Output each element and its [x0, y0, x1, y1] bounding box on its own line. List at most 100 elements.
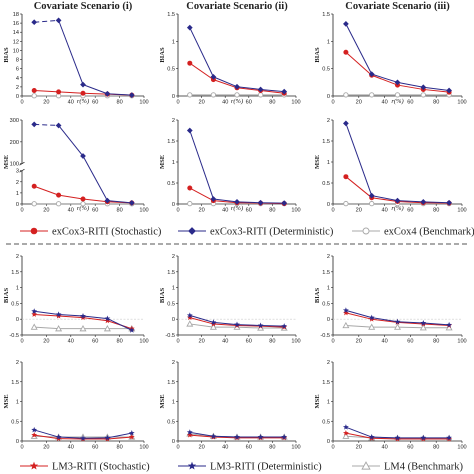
data-point-benchmark	[187, 92, 193, 98]
x-tick-label: 40	[381, 100, 387, 106]
data-point-stochastic	[56, 192, 62, 198]
y-tick-label: 0	[172, 317, 175, 323]
y-tick-label: 0	[172, 94, 175, 100]
y-axis-label: BIAS	[159, 288, 166, 304]
y-tick-label: 1	[327, 286, 330, 292]
series-line-stochastic	[34, 90, 59, 93]
legend-top-marker-2	[188, 227, 196, 235]
y-tick-label: 0	[16, 202, 19, 208]
series-line-stochastic	[189, 187, 214, 202]
data-point-benchmark	[187, 200, 193, 207]
data-point-deterministic	[31, 426, 38, 433]
data-point-deterministic	[186, 24, 193, 31]
data-point-deterministic	[186, 312, 193, 318]
data-point-deterministic	[343, 20, 349, 27]
series-line-deterministic	[371, 73, 398, 83]
y-tick-label: 2	[16, 360, 19, 366]
y-tick-label: 2	[327, 254, 330, 260]
series-line-stochastic	[371, 197, 398, 202]
y-tick-label: 1	[16, 286, 19, 292]
data-point-stochastic	[210, 320, 217, 327]
y-tick-label: 16	[13, 21, 19, 27]
series-line-stochastic	[236, 325, 261, 327]
x-tick-label: 100	[457, 208, 466, 214]
data-point-stochastic	[186, 314, 193, 321]
data-point-stochastic	[343, 49, 349, 55]
y-tick-label: 1	[172, 39, 175, 45]
y-tick-label: 1.5	[322, 139, 330, 145]
x-tick-label: 40	[68, 339, 74, 345]
data-point-benchmark	[31, 93, 37, 99]
data-point-deterministic	[257, 199, 264, 206]
y-tick-label: 100	[10, 162, 19, 168]
x-tick-label: 60	[246, 339, 252, 345]
data-point-deterministic	[368, 314, 375, 321]
x-tick-label: 40	[222, 445, 228, 451]
series-line-stochastic	[34, 434, 59, 440]
data-point-deterministic	[31, 121, 38, 128]
data-point-benchmark	[80, 201, 86, 207]
data-point-benchmark	[209, 323, 217, 330]
x-tick-label: 80	[433, 100, 439, 106]
x-tick-label: 100	[139, 339, 148, 345]
y-tick-label: -0.5	[320, 333, 330, 339]
legend-top-label-2: exCox3-RITI (Deterministic)	[210, 227, 334, 238]
data-point-deterministic	[234, 321, 240, 328]
x-tick-label: 100	[457, 339, 466, 345]
data-point-benchmark	[394, 323, 401, 330]
data-point-benchmark	[186, 320, 194, 327]
x-tick-label: 20	[43, 445, 49, 451]
data-point-deterministic	[257, 322, 264, 328]
x-tick-label: 40	[381, 208, 387, 214]
y-tick-label: 8	[16, 58, 19, 64]
x-tick-label: 40	[222, 208, 228, 214]
y-tick-label: 3	[16, 169, 19, 175]
data-point-deterministic	[394, 197, 401, 204]
series-line-stochastic	[213, 323, 238, 327]
data-point-benchmark	[368, 323, 376, 330]
data-point-stochastic	[104, 317, 111, 324]
y-tick-label: 0.5	[322, 67, 330, 73]
y-tick-label: 0	[172, 439, 175, 445]
data-point-deterministic	[368, 192, 375, 199]
data-point-deterministic	[343, 424, 349, 430]
series-line-deterministic	[397, 81, 424, 88]
data-point-deterministic	[281, 200, 288, 207]
x-axis-label: r(%)	[391, 98, 403, 105]
data-point-stochastic	[187, 60, 193, 66]
x-tick-label: 100	[291, 445, 300, 451]
x-tick-label: 20	[356, 100, 362, 106]
series-line-deterministic	[213, 198, 238, 203]
x-tick-label: 0	[176, 339, 179, 345]
x-tick-label: 0	[176, 208, 179, 214]
series-line-stochastic	[423, 88, 450, 93]
series-line-deterministic	[236, 201, 261, 204]
y-tick-label: 0	[327, 317, 330, 323]
x-tick-label: 80	[116, 208, 122, 214]
x-tick-label: 20	[356, 208, 362, 214]
data-point-benchmark	[234, 92, 240, 98]
data-point-stochastic	[80, 90, 86, 96]
y-tick-label: 2	[172, 118, 175, 124]
data-point-benchmark	[394, 92, 401, 98]
x-axis-label: r(%)	[77, 205, 89, 212]
data-point-deterministic	[420, 199, 427, 205]
data-point-stochastic	[55, 313, 62, 319]
data-point-deterministic	[128, 200, 135, 206]
series-line-deterministic	[34, 19, 59, 23]
series-line-deterministic	[213, 321, 238, 326]
series-line-deterministic	[260, 325, 285, 327]
data-point-benchmark	[343, 200, 349, 207]
series-line-deterministic	[345, 309, 372, 319]
series-line-deterministic	[58, 436, 84, 439]
series-line-benchmark	[189, 323, 214, 328]
y-tick-label: 0.5	[167, 67, 175, 73]
y-tick-label: 1.5	[167, 270, 175, 276]
data-point-benchmark	[210, 92, 217, 98]
x-tick-label: 80	[269, 339, 275, 345]
data-point-deterministic	[420, 319, 427, 326]
data-point-deterministic	[394, 79, 401, 86]
series-line-stochastic	[58, 194, 84, 200]
x-tick-label: 40	[381, 339, 387, 345]
x-tick-label: 80	[433, 339, 439, 345]
